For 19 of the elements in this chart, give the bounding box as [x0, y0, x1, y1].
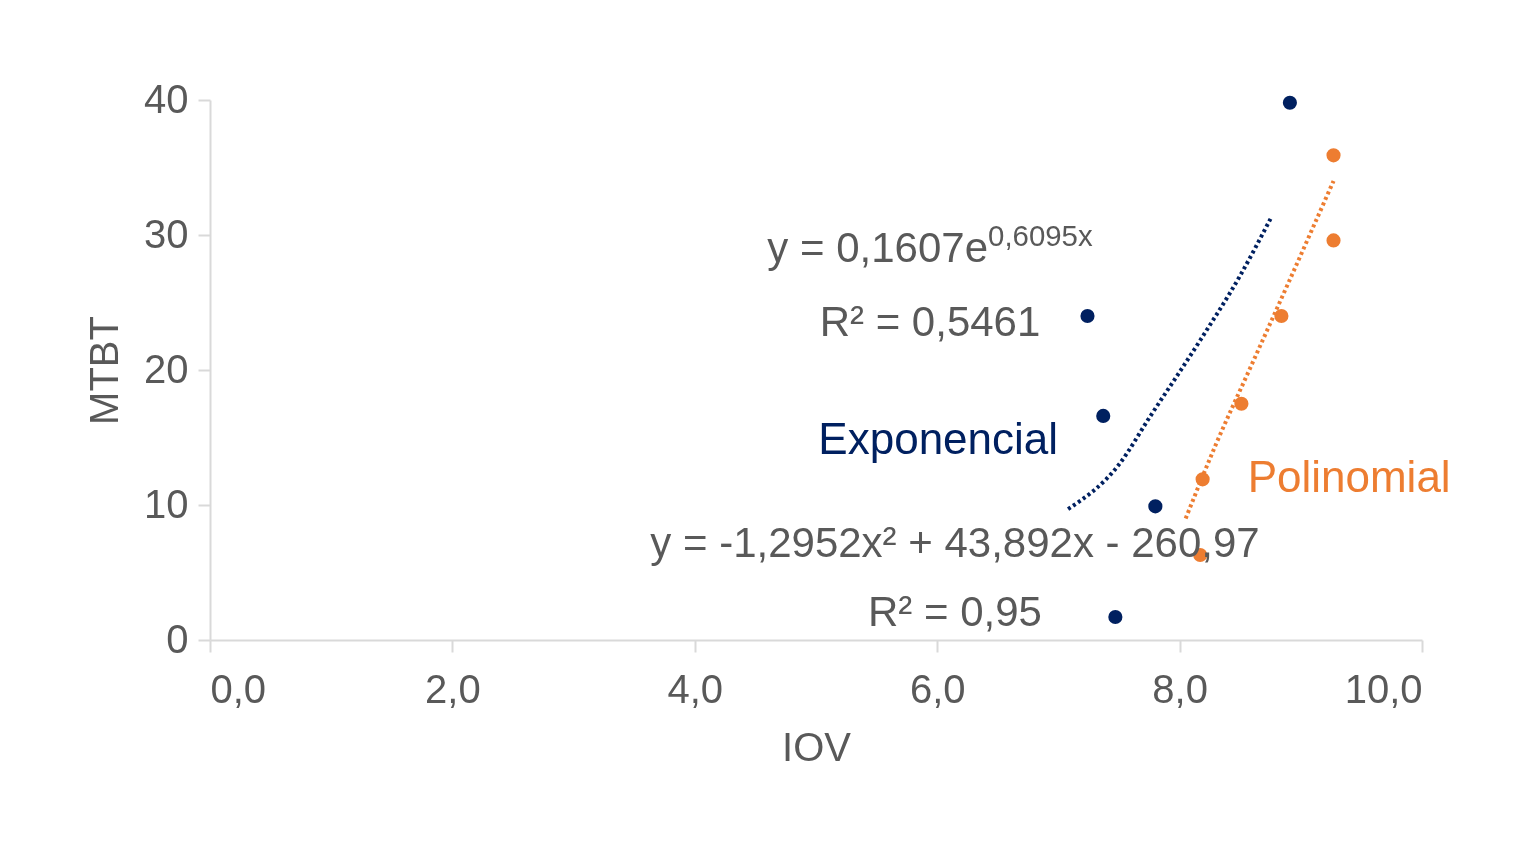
annotation: y = 0,1607e$^{0,6095x}$ [767, 218, 1093, 271]
y-axis-title: MTBT [82, 316, 127, 425]
x-tick-label: 8,0 [1152, 666, 1208, 711]
x-tick-label: 6,0 [909, 666, 966, 711]
y-tick-label: 0 [166, 616, 189, 661]
x-tick-label: 0,0 [210, 666, 267, 711]
x-tick-label: 10,0 [1344, 666, 1423, 711]
annotation: y = -1,2952x² + 43,892x - 260,97 [650, 519, 1260, 566]
y-tick-label: 20 [144, 346, 189, 391]
annotation: R² = 0,95 [868, 588, 1042, 635]
y-tick-label: 40 [144, 76, 189, 121]
series-label: Polinomial [1247, 451, 1451, 501]
series-label: Exponencial [818, 414, 1059, 464]
x-tick-label: 4,0 [667, 666, 724, 711]
x-axis-title: IOV [782, 724, 852, 769]
annotation: R² = 0,5461 [819, 298, 1041, 345]
y-tick-label: 10 [144, 481, 189, 526]
y-tick-label: 30 [144, 211, 189, 256]
x-tick-label: 2,0 [425, 666, 481, 711]
